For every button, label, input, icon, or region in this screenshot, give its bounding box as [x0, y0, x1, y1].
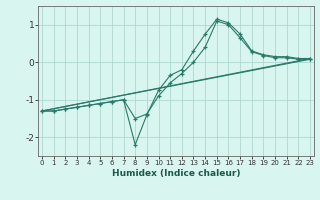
X-axis label: Humidex (Indice chaleur): Humidex (Indice chaleur) [112, 169, 240, 178]
